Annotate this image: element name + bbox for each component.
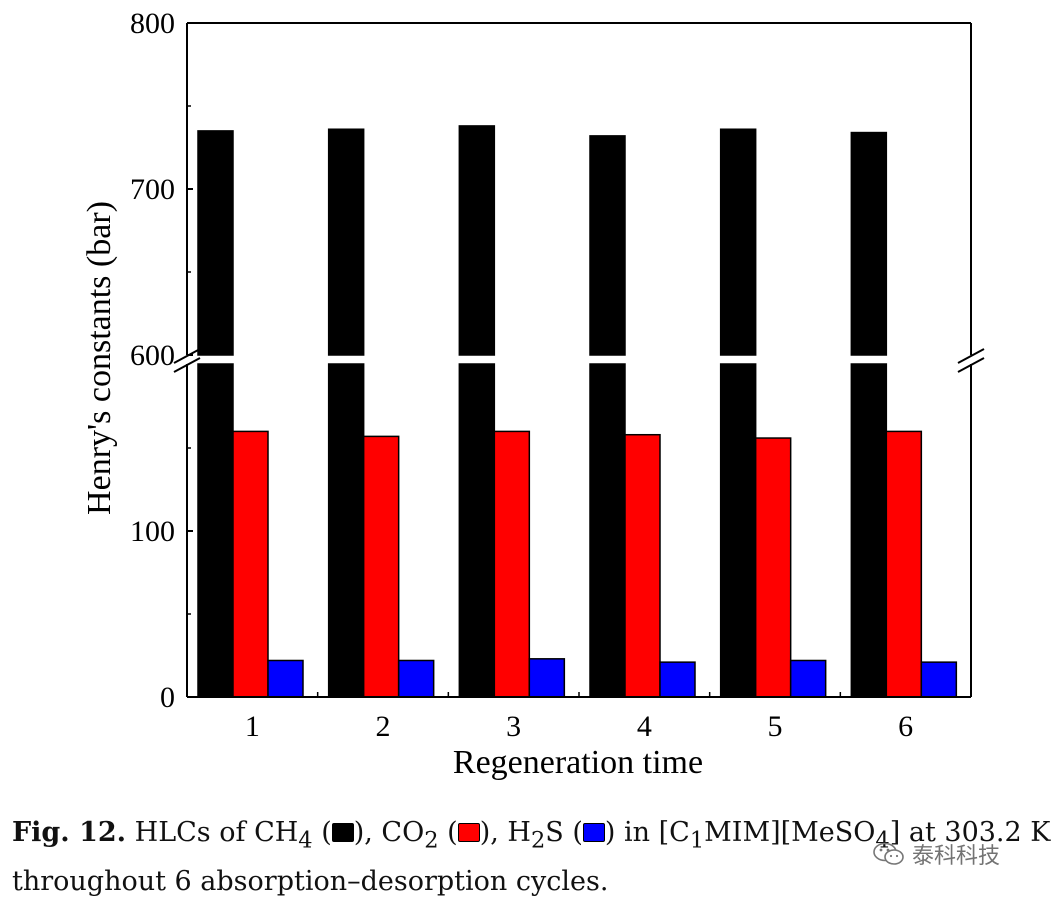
bar-h2s-5	[789, 659, 827, 698]
bar-ch4-4	[589, 135, 626, 356]
y-tick-label-800: 800	[130, 7, 175, 40]
axis-break-gap-left	[185, 356, 187, 363]
x-tick-label-3: 3	[506, 710, 521, 743]
caption-subscript: 4	[875, 827, 890, 854]
bar-ch4-5-lower	[719, 363, 757, 698]
bar-co2-5	[754, 437, 792, 698]
bar-h2s-3	[528, 658, 566, 698]
x-axis-label: Regeneration time	[453, 744, 703, 781]
bar-co2-3	[493, 430, 531, 698]
bar-ch4-4-lower	[589, 363, 626, 698]
axis-break-gap-right	[971, 356, 973, 363]
bar-h2s-4	[659, 661, 696, 698]
bar-chart: 1 2 3 4 5 6 0 100 600 700 800 Henry's constants (b…	[81, 7, 985, 781]
y-tick-label-700: 700	[130, 173, 175, 206]
tick-marks	[186, 22, 972, 698]
bar-co2-1	[232, 430, 269, 698]
bar-co2-4	[624, 433, 661, 698]
bar-ch4-6	[850, 131, 888, 356]
x-tick-label-6: 6	[898, 710, 913, 743]
caption-text: (	[438, 817, 458, 848]
y-tick-label-600: 600	[130, 339, 175, 372]
bar-h2s-6	[920, 661, 958, 698]
caption-subscript: 2	[530, 827, 546, 854]
co2-swatch	[457, 823, 480, 842]
bar-ch4-2-lower	[327, 363, 365, 698]
bar-ch4-1	[197, 130, 234, 356]
caption-text: ] at 303.2 K	[889, 817, 1051, 848]
caption-subscript: 2	[424, 827, 439, 854]
tick-labels: 1 2 3 4 5 6 0 100 600 700 800	[130, 7, 913, 743]
axis-break-mark-right	[957, 348, 985, 364]
bar-ch4-2	[327, 128, 365, 356]
bar-ch4-3-lower	[458, 363, 496, 698]
bar-h2s-1	[267, 659, 304, 698]
caption-text: HLCs of CH	[134, 817, 299, 848]
bars-group	[185, 125, 973, 698]
caption-subscript: 4	[298, 827, 313, 854]
caption-subscript: 1	[689, 827, 705, 854]
watermark-text: 泰科科技	[912, 844, 1001, 869]
y-tick-label-100: 100	[130, 515, 175, 548]
caption-line-2: throughout 6 absorption–desorption cycle…	[12, 866, 609, 898]
caption-text: (	[312, 817, 332, 848]
bar-co2-6	[885, 430, 923, 698]
x-tick-label-4: 4	[637, 710, 652, 743]
caption-line-1: Fig. 12. HLCs of CH4 (), CO2 (), H2S () …	[12, 812, 1062, 861]
caption-text: S (	[545, 817, 583, 848]
x-tick-label-5: 5	[768, 710, 783, 743]
bar-co2-2	[362, 435, 400, 698]
ch4-swatch	[331, 823, 354, 842]
h2s-swatch	[582, 823, 605, 842]
caption-text: ), CO	[353, 817, 425, 848]
caption-text: ) in [C	[604, 817, 690, 848]
bar-ch4-1-lower	[197, 363, 234, 698]
y-tick-label-0: 0	[160, 681, 175, 714]
x-tick-label-2: 2	[376, 710, 391, 743]
bar-ch4-3	[458, 125, 496, 356]
caption-text: ), H	[479, 817, 531, 848]
watermark: 泰科科技	[872, 838, 1000, 870]
y-axis-label: Henry's constants (bar)	[81, 201, 118, 515]
axis-break-mark-left	[173, 357, 201, 373]
caption-text: MIM][MeSO	[704, 817, 876, 848]
figure-label: Fig. 12.	[12, 817, 127, 848]
figure-caption: Fig. 12. HLCs of CH4 (), CO2 (), H2S () …	[12, 812, 1062, 902]
wechat-icon	[873, 842, 904, 865]
bar-ch4-6-lower	[850, 363, 888, 698]
x-tick-label-1: 1	[245, 710, 260, 743]
bar-ch4-5	[719, 128, 757, 356]
axis-break-mark-right	[957, 357, 985, 373]
bar-h2s-2	[397, 659, 435, 698]
